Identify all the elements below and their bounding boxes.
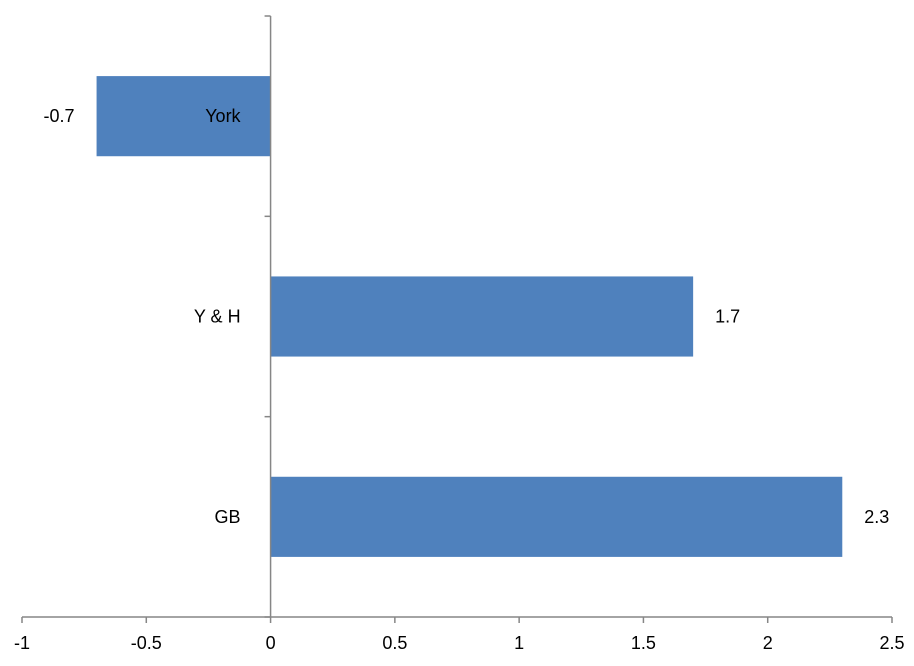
x-tick-label: 2.5: [879, 633, 904, 653]
category-label: York: [205, 106, 241, 126]
category-label: GB: [215, 507, 241, 527]
bar-y-h: [270, 276, 694, 357]
x-ticks-group: -1 -0.5 0 0.5 1 1.5 2 2.5: [14, 617, 905, 653]
x-tick-label: 0: [266, 633, 276, 653]
bar-york: [96, 76, 271, 157]
y-ticks-group: [264, 15, 271, 618]
data-label: 1.7: [715, 307, 740, 327]
axes-group: [22, 16, 892, 618]
x-tick-label: 1: [514, 633, 524, 653]
data-label: -0.7: [44, 106, 75, 126]
bars-group: [96, 76, 843, 557]
x-tick-label: 1.5: [631, 633, 656, 653]
data-labels-group: -0.7 1.7 2.3: [44, 106, 890, 527]
category-label: Y & H: [194, 307, 241, 327]
bar-gb: [270, 476, 843, 557]
category-labels-group: York Y & H GB: [194, 106, 242, 527]
x-tick-label: 0.5: [382, 633, 407, 653]
x-tick-label: -0.5: [131, 633, 162, 653]
x-tick-label: -1: [14, 633, 30, 653]
x-tick-label: 2: [763, 633, 773, 653]
data-label: 2.3: [864, 507, 889, 527]
